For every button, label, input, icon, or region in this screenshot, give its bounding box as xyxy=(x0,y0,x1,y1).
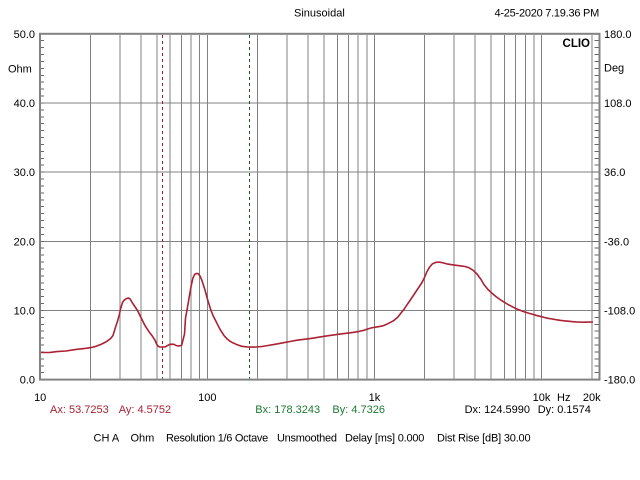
svg-text:40.0: 40.0 xyxy=(14,98,35,110)
svg-text:CLIO: CLIO xyxy=(563,38,591,50)
svg-text:Dx: 124.5990: Dx: 124.5990 xyxy=(465,404,530,416)
svg-text:0.0: 0.0 xyxy=(20,375,35,387)
svg-text:4-25-2020 7.19.36 PM: 4-25-2020 7.19.36 PM xyxy=(495,8,600,20)
svg-text:Ay: 4.5752: Ay: 4.5752 xyxy=(119,404,171,416)
svg-text:Dist Rise [dB] 30.00: Dist Rise [dB] 30.00 xyxy=(437,433,530,445)
svg-text:50.0: 50.0 xyxy=(14,29,35,41)
svg-text:20.0: 20.0 xyxy=(14,236,35,248)
svg-text:-108.0: -108.0 xyxy=(604,305,635,317)
svg-text:Ax: 53.7253: Ax: 53.7253 xyxy=(50,404,109,416)
svg-text:10k: 10k xyxy=(533,392,551,404)
svg-text:100: 100 xyxy=(198,392,216,404)
svg-text:Ohm: Ohm xyxy=(131,433,155,445)
svg-text:10: 10 xyxy=(34,392,46,404)
svg-text:Ohm: Ohm xyxy=(8,64,32,76)
svg-text:-36.0: -36.0 xyxy=(604,236,629,248)
svg-text:30.0: 30.0 xyxy=(14,167,35,179)
svg-text:20k: 20k xyxy=(583,392,601,404)
svg-text:Bx: 178.3243: Bx: 178.3243 xyxy=(255,404,320,416)
svg-text:Delay [ms] 0.000: Delay [ms] 0.000 xyxy=(345,433,424,445)
svg-text:36.0: 36.0 xyxy=(604,167,625,179)
svg-text:180.0: 180.0 xyxy=(604,29,632,41)
svg-text:108.0: 108.0 xyxy=(604,98,632,110)
svg-text:Resolution 1/6 Octave: Resolution 1/6 Octave xyxy=(166,433,268,445)
svg-text:CH A: CH A xyxy=(94,433,120,445)
svg-text:Dy: 0.1574: Dy: 0.1574 xyxy=(538,404,591,416)
svg-text:Deg: Deg xyxy=(604,63,624,75)
svg-text:1k: 1k xyxy=(369,392,381,404)
svg-text:Unsmoothed: Unsmoothed xyxy=(277,433,337,445)
svg-text:-180.0: -180.0 xyxy=(604,375,635,387)
svg-text:Sinusoidal: Sinusoidal xyxy=(294,8,345,20)
svg-text:10.0: 10.0 xyxy=(14,305,35,317)
svg-text:By: 4.7326: By: 4.7326 xyxy=(332,404,385,416)
svg-text:Hz: Hz xyxy=(557,392,570,404)
